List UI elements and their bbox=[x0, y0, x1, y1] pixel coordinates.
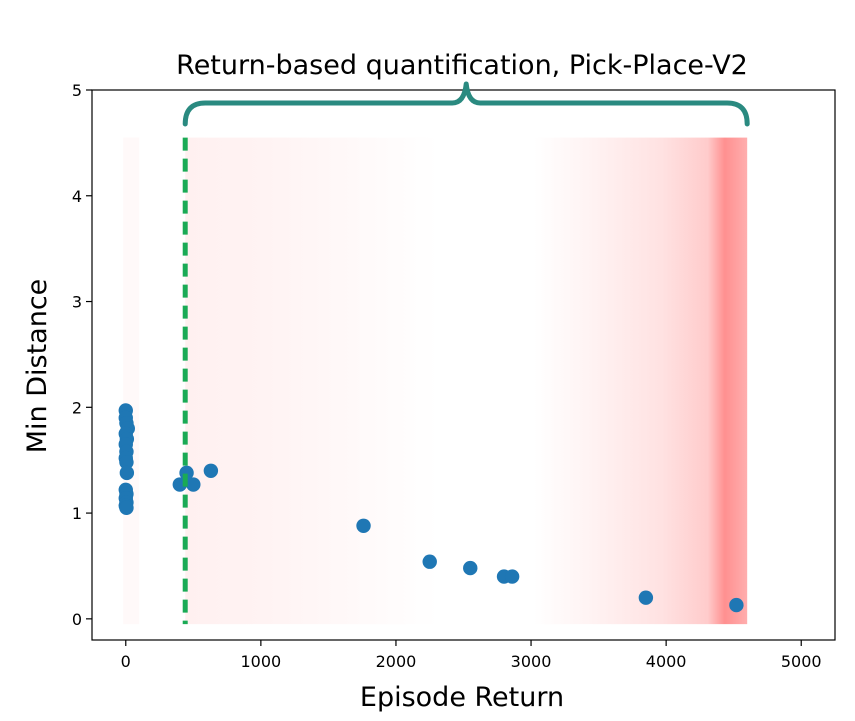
data-point bbox=[504, 569, 520, 584]
data-point bbox=[119, 465, 135, 481]
shaded-region-layer bbox=[123, 137, 748, 625]
x-tick-label: 3000 bbox=[511, 652, 552, 671]
data-point bbox=[119, 455, 134, 470]
annotation-layer bbox=[182, 81, 750, 625]
data-point bbox=[463, 560, 478, 576]
data-point bbox=[119, 500, 134, 515]
x-tick-label: 0 bbox=[121, 652, 131, 671]
data-point bbox=[203, 463, 219, 478]
y-tick-label: 4 bbox=[72, 187, 82, 206]
y-axis-title: Min Distance bbox=[22, 279, 53, 454]
y-tick-label: 5 bbox=[72, 81, 82, 100]
x-axis-ticks: 0 1000 2000 3000 4000 5000 bbox=[121, 640, 822, 671]
x-tick-label: 4000 bbox=[646, 652, 687, 671]
data-point bbox=[729, 597, 744, 613]
y-tick-label: 2 bbox=[72, 398, 82, 417]
y-tick-label: 3 bbox=[72, 293, 82, 312]
range-brace bbox=[182, 81, 750, 127]
data-points bbox=[118, 403, 744, 613]
x-axis-title: Episode Return bbox=[360, 682, 564, 713]
shaded-region bbox=[185, 137, 748, 625]
y-axis-ticks: 0 1 2 3 4 5 bbox=[72, 81, 92, 629]
x-tick-label: 1000 bbox=[241, 652, 282, 671]
data-point bbox=[356, 518, 371, 533]
faint-shade-left bbox=[123, 137, 140, 625]
data-point bbox=[186, 477, 201, 492]
data-point bbox=[422, 554, 437, 569]
x-tick-label: 2000 bbox=[376, 652, 417, 671]
y-tick-label: 1 bbox=[72, 504, 82, 523]
chart-title: Return-based quantification, Pick-Place-… bbox=[176, 50, 748, 81]
x-tick-label: 5000 bbox=[781, 652, 822, 671]
data-point bbox=[638, 590, 654, 605]
y-tick-label: 0 bbox=[72, 610, 82, 629]
